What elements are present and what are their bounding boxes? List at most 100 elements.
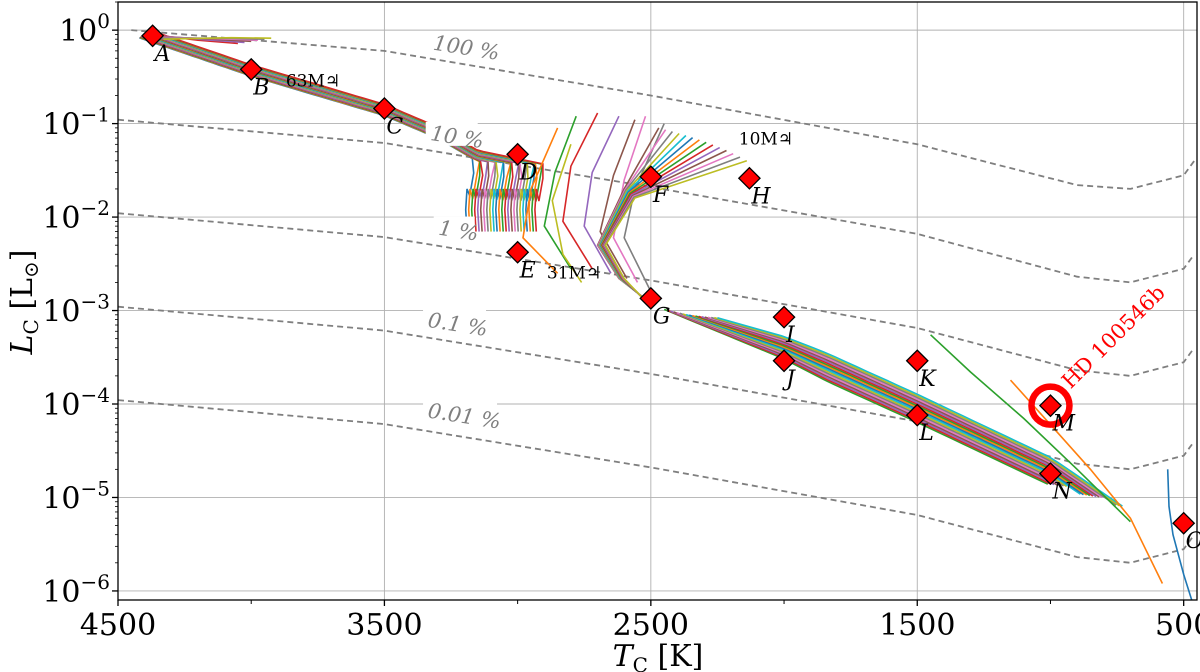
evolution-track [562,112,599,270]
point-label: E [519,258,536,283]
evolution-track [685,313,1081,495]
point-label: G [653,304,671,329]
point-marker [141,24,165,48]
evolution-track [599,119,636,279]
point-marker [905,349,929,373]
evolution-track [139,37,475,232]
evolution-track [698,315,1094,497]
point-label: O [1186,529,1200,554]
evolution-track [543,115,577,270]
point-marker [506,240,530,264]
contour-labels: 100 %10 %1 %0.1 %0.01 % [423,31,503,434]
evolution-track [688,314,1084,496]
evolution-track [663,308,1049,485]
contour-label-bg [428,31,492,56]
contour-line [118,118,1196,284]
point-marker [239,57,263,81]
contour-label-bg [423,399,498,424]
evolution-track [149,29,544,232]
evolution-track [679,312,1064,487]
evolution-track [676,311,1061,487]
mass-label: 63M♃ [286,71,340,91]
evolution-track [682,313,1068,488]
evolution-track [707,316,1103,499]
mass-label: 31M♃ [547,264,601,284]
x-tick-label: 500 [1155,608,1200,643]
contour-label-bg [433,216,475,241]
contour-line [131,29,1196,190]
point-marker [1038,462,1062,486]
point-label: L [918,421,934,446]
data-points: A B C D E F G H IJ K L M N O [141,24,1200,554]
point-label: C [386,115,403,140]
contour-line [118,399,1196,564]
x-tick-label: 2500 [613,608,689,643]
evolution-track [583,115,620,274]
contour-line [118,212,1196,377]
evolution-track [692,314,1088,496]
target-ring [1028,383,1073,428]
point-marker [905,403,929,427]
evolution-track [604,160,748,308]
point-label: I [785,323,796,348]
point-marker [639,286,663,310]
point-label: H [750,184,771,209]
y-tick-label: 10−4 [42,383,110,423]
evolution-track [163,36,272,40]
contour-label-bg [425,121,478,146]
point-marker [1038,394,1062,418]
point-label: K [918,367,937,392]
x-tick-label: 1500 [879,608,955,643]
x-axis-ticks: 4500 3500 2500 1500 500 [80,600,1200,643]
point-marker [506,142,530,166]
contour-label: 1 % [437,216,480,246]
x-tick-label: 3500 [346,608,422,643]
target-label: HD 100546b [1057,280,1170,393]
evolution-track [623,123,665,292]
evolution-track [1009,379,1164,584]
plot-frame [117,1,1198,601]
y-tick-label: 100 [59,9,110,49]
evolution-track [551,144,583,283]
evolution-track [670,310,1055,486]
point-marker [639,165,663,189]
grid [117,2,1197,600]
y-axis-label: LC [L⊙] [5,250,43,356]
evolution-track [717,317,1123,507]
evolution-track [599,134,687,305]
evolution-track [714,316,1120,507]
contour-label-bg [423,308,487,333]
mass-label: 10M♃ [739,129,793,149]
y-tick-label: 10−2 [42,196,110,236]
point-label: M [1051,412,1075,437]
evolution-track [695,315,1091,497]
point-marker [772,349,796,373]
y-tick-label: 10−1 [42,103,110,143]
evolution-track [673,311,1058,486]
evolution-track [704,316,1100,498]
point-marker [772,305,796,329]
point-label: A [153,42,171,67]
point-label: J [782,367,796,392]
point-marker [737,166,761,190]
point-label: F [652,183,669,208]
point-label: N [1051,480,1072,505]
evolution-track [710,316,1117,506]
point-marker [372,96,396,121]
x-axis-label: TC [K] [613,639,704,672]
evolution-track [930,334,1131,523]
point-marker [1172,511,1196,535]
contour-line [118,305,1196,471]
point-label: B [252,75,269,100]
y-tick-label: 10−5 [42,476,110,516]
mass-labels: 63M♃ 31M♃ 10M♃ [286,71,793,283]
y-tick-label: 10−3 [42,290,110,330]
y-tick-label: 10−6 [42,570,110,610]
x-tick-label: 4500 [80,608,156,643]
point-label: D [519,160,538,185]
evolution-track [522,127,559,274]
evolution-track [701,316,1097,498]
evolution-track [667,309,1052,485]
evolution-track [1166,469,1193,600]
